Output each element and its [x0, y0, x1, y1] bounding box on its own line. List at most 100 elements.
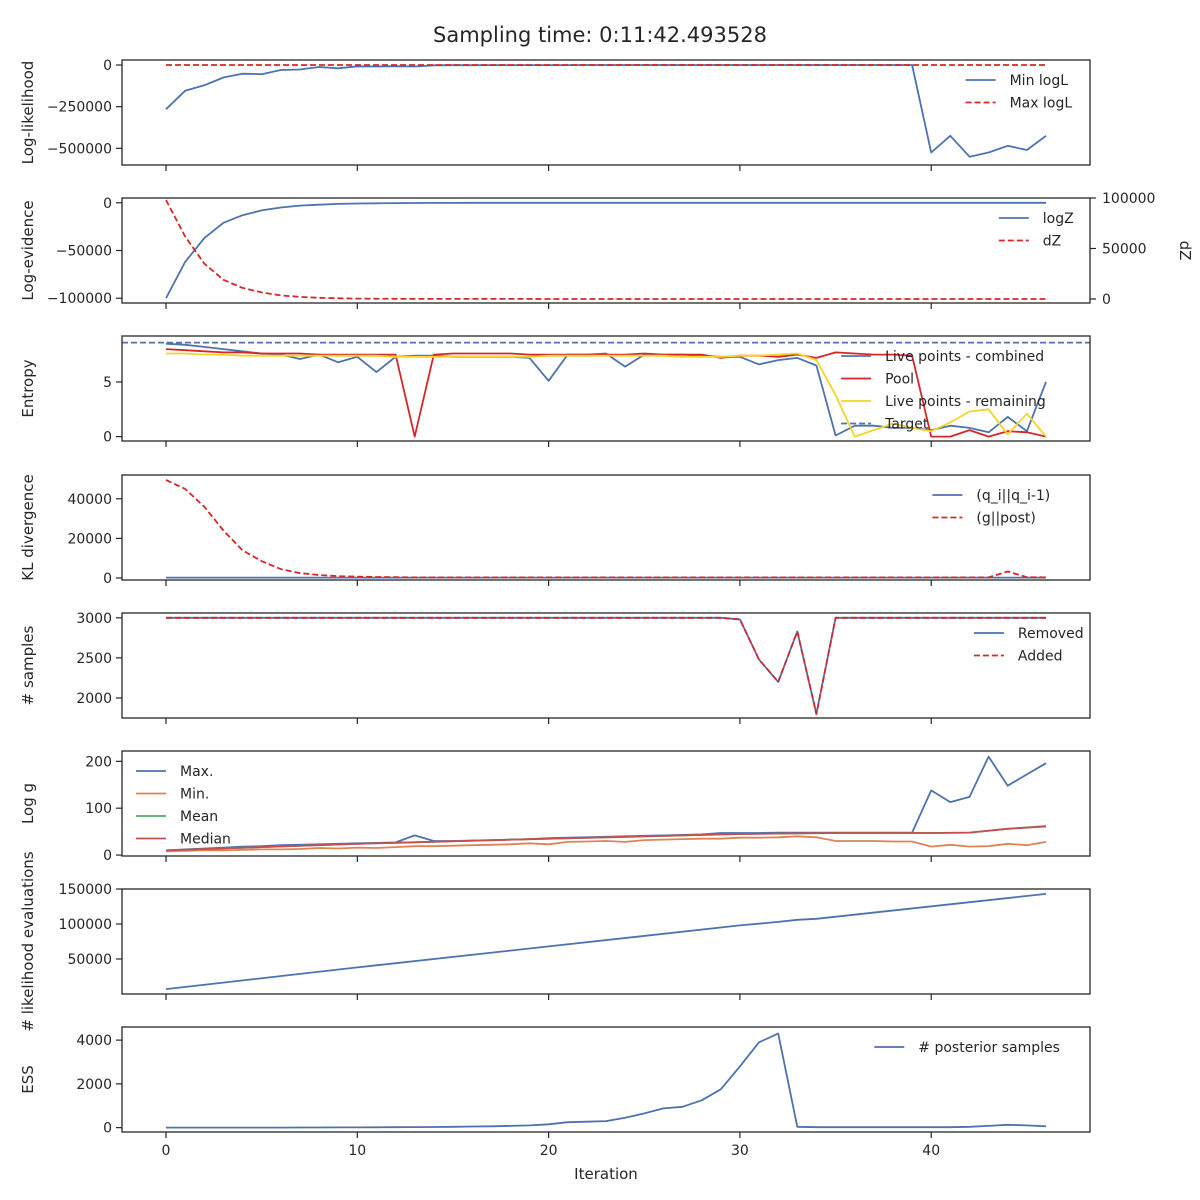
subplot-8: 0 10 20 30 40 0 2000 4000 ESS # posterior samples — [19, 1026, 1091, 1159]
legend: Max. Min. Mean Median — [136, 764, 231, 848]
legend-label: (g||post) — [976, 511, 1035, 527]
legend-label: Added — [1018, 649, 1063, 665]
series-line-min-logl — [165, 64, 1047, 158]
x-tick-label: 10 — [348, 1143, 366, 1159]
y-axis-label: Log-likelihood — [19, 61, 37, 165]
y-axis-label: Log-evidence — [19, 200, 37, 300]
subplot-2: 0 −50000 −100000 100000 50000 0 dZ Log-evidence… — [19, 191, 1194, 309]
y-tick-label: 2000 — [76, 1077, 112, 1093]
y-tick-label: 0 — [103, 1121, 112, 1137]
y2-axis-label: dZ — [1176, 241, 1194, 261]
y-axis-label: KL divergence — [19, 474, 37, 580]
series-group — [165, 64, 1047, 158]
y-axis-label: ESS — [19, 1065, 37, 1094]
y-tick-label: 100000 — [59, 917, 112, 933]
legend-label: Live points - combined — [885, 349, 1044, 365]
series-group — [122, 341, 1090, 438]
legend-label: logZ — [1043, 211, 1074, 227]
legend-label: # posterior samples — [918, 1040, 1060, 1056]
y-tick-label: 3000 — [76, 611, 112, 627]
series-group — [166, 616, 1046, 715]
series-line-1 — [165, 893, 1047, 990]
y-tick-label: 0 — [103, 196, 112, 212]
subplot-4: 0 20000 40000 KL divergence (q_i||q_i-1) (g||… — [19, 474, 1091, 587]
legend-label: Mean — [180, 809, 218, 825]
y-tick-label: −50000 — [56, 244, 112, 260]
series-line-min- — [165, 835, 1047, 853]
y-tick-label: 0 — [103, 848, 112, 864]
series-line-median — [165, 825, 1047, 852]
y-tick-label: 5 — [103, 375, 112, 391]
legend: Live points - combined Pool Live points - … — [841, 349, 1046, 433]
y-tick-label: 200 — [85, 754, 112, 770]
series-line-pool — [165, 348, 1047, 438]
series-line-added — [166, 616, 1046, 715]
y-tick-label: 4000 — [76, 1033, 112, 1049]
series-line-logz — [165, 201, 1046, 299]
series-line--posterior-samples — [166, 1032, 1047, 1129]
y-tick-label: 20000 — [67, 531, 112, 547]
legend: Removed Added — [973, 626, 1084, 665]
series-group — [166, 1032, 1047, 1129]
series-group — [165, 893, 1047, 990]
x-tick-label: 40 — [922, 1143, 940, 1159]
legend-label: Min logL — [1010, 73, 1069, 89]
series-line--g-post- — [165, 479, 1047, 579]
legend-label: Removed — [1018, 626, 1084, 642]
plot-frame — [121, 612, 1091, 719]
y-tick-label: −500000 — [47, 141, 112, 157]
y-tick-label: 150000 — [59, 882, 112, 898]
series-line-dz — [165, 199, 1046, 300]
legend-label: Median — [180, 832, 231, 848]
legend-label: Live points - remaining — [885, 394, 1046, 410]
plot-frame — [121, 335, 1091, 442]
y-tick-label: 2500 — [76, 651, 112, 667]
legend-label: Pool — [885, 372, 914, 388]
legend-label: Target — [884, 417, 929, 433]
y-tick-label: 40000 — [67, 492, 112, 508]
legend-label: Max logL — [1010, 96, 1073, 112]
legend: (q_i||q_i-1) (g||post) — [932, 488, 1050, 527]
plot-frame — [121, 888, 1091, 995]
y-tick-label: −250000 — [47, 100, 112, 116]
x-tick-label: 20 — [540, 1143, 558, 1159]
y-axis-label: # samples — [19, 625, 37, 705]
series-group — [165, 479, 1047, 579]
subplot-5: 2000 2500 3000 # samples Removed Added — [19, 611, 1091, 724]
x-tick-label: 30 — [731, 1143, 749, 1159]
series-line-live-points-remaining — [166, 352, 1047, 438]
series-line-max- — [165, 755, 1047, 852]
y-tick-label: 0 — [103, 58, 112, 74]
y-tick-label: 100 — [85, 801, 112, 817]
plot-frame — [121, 750, 1091, 857]
y-tick-label: 0 — [103, 571, 112, 587]
y2-tick-label: 0 — [1102, 292, 1111, 308]
y-tick-label: 0 — [103, 430, 112, 446]
series-group — [165, 755, 1047, 853]
x-tick-label: 0 — [162, 1143, 171, 1159]
legend-label: Max. — [180, 764, 213, 780]
y-tick-label: 2000 — [76, 691, 112, 707]
x-axis-label: Iteration — [574, 1165, 638, 1183]
subplot-1: 0 −250000 −500000 Log-likelihood Min logL Max… — [19, 58, 1091, 171]
y-tick-label: 50000 — [67, 952, 112, 968]
y-tick-label: −100000 — [47, 291, 112, 307]
y-axis-label: Log g — [19, 783, 37, 824]
legend-label: Min. — [180, 787, 209, 803]
y2-tick-label: 50000 — [1102, 241, 1147, 257]
legend: Min logL Max logL — [965, 73, 1073, 112]
figure-title: Sampling time: 0:11:42.493528 — [433, 23, 767, 47]
subplot-7: 50000 100000 150000 # likelihood evaluation… — [19, 851, 1091, 1032]
plot-frame — [121, 1026, 1091, 1133]
y-axis-label: Entropy — [19, 359, 37, 417]
series-line-removed — [166, 616, 1046, 715]
legend-label: dZ — [1043, 234, 1061, 250]
subplot-6: 0 100 200 Log g Max. Min. Mean Median — [19, 750, 1091, 864]
legend: logZ dZ — [998, 211, 1074, 250]
legend: # posterior samples — [874, 1040, 1060, 1056]
plot-frame — [121, 197, 1091, 304]
y-axis-label: # likelihood evaluations — [19, 851, 37, 1031]
